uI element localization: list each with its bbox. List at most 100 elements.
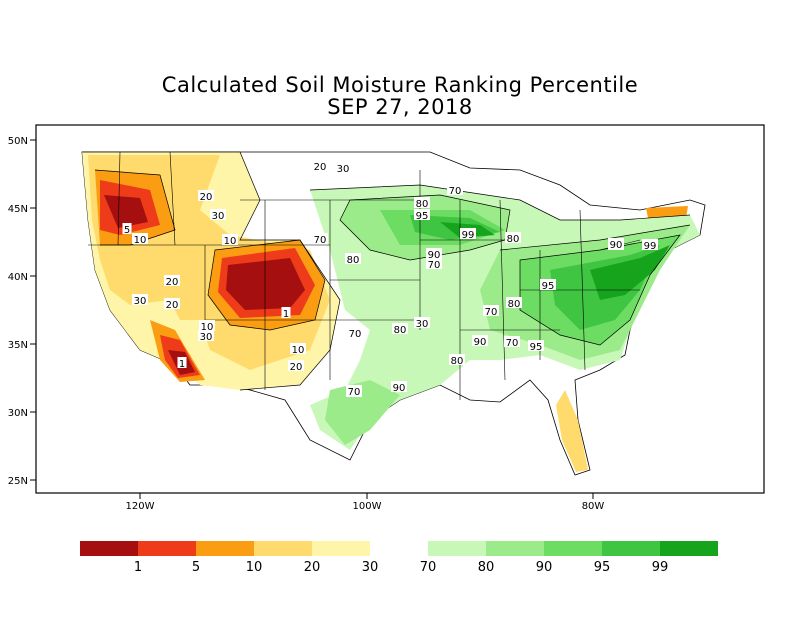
contour-lines (82, 151, 691, 391)
contour-label-bg (449, 354, 465, 365)
contour-label-bg (426, 248, 442, 259)
contour-label: 80 (394, 325, 407, 336)
contour-label-bg (504, 336, 520, 347)
contour-label: 30 (212, 211, 225, 222)
legend-label: 10 (246, 560, 263, 575)
contour-label: 90 (610, 240, 623, 251)
legend-label: 70 (420, 560, 437, 575)
contour-label-bg (414, 317, 430, 328)
map-date: SEP 27, 2018 (327, 95, 473, 119)
contour-labels: 20 30 20 30 70 80 95 99 70 80 10 70 5 10 20 90 70 30 20 10 1… (122, 160, 658, 399)
legend-swatch (312, 541, 370, 556)
contour-label: 95 (530, 342, 543, 353)
contour-label: 5 (124, 225, 130, 236)
lat-tick-label: 50N (8, 136, 28, 147)
dry-region-ne (646, 206, 688, 218)
map-area (35, 124, 765, 494)
legend-swatch (544, 541, 602, 556)
contour-label-bg (447, 184, 463, 195)
contour-label-bg (414, 209, 430, 220)
contour-label: 10 (292, 345, 305, 356)
contour-label-bg (506, 297, 522, 308)
lat-tick-labels: 50N 45N 40N 35N 30N 25N (8, 136, 28, 487)
contour-label: 20 (166, 300, 179, 311)
contour-label-bg (460, 228, 476, 239)
contour-label-bg (505, 232, 521, 243)
contour-label: 20 (314, 162, 327, 173)
contour-label-bg (312, 160, 328, 171)
contour-label: 30 (134, 296, 147, 307)
contour-label: 10 (201, 322, 214, 333)
contour-label: 70 (349, 329, 362, 340)
contour-label: 70 (348, 387, 361, 398)
contour-label: 95 (542, 281, 555, 292)
legend-label: 1 (134, 560, 142, 575)
wet-region-east-99 (590, 245, 670, 300)
contour-label: 80 (347, 255, 360, 266)
contour-label-bg (210, 209, 226, 220)
contour-label: 70 (449, 186, 462, 197)
contour-label-bg (288, 360, 304, 371)
lon-tick-label: 80W (582, 501, 605, 512)
dry-region-florida (556, 390, 588, 472)
contour-label: 80 (508, 299, 521, 310)
dry-region-west-1 (104, 195, 148, 228)
contour-label: 90 (428, 250, 441, 261)
contour-label: 90 (474, 337, 487, 348)
contour-label-bg (198, 330, 214, 341)
legend-label: 20 (304, 560, 321, 575)
contour-label-bg (391, 381, 407, 392)
contour-label: 1 (283, 309, 289, 320)
contour-label-bg (347, 327, 363, 338)
legend-swatch (602, 541, 660, 556)
contour-label-bg (345, 253, 361, 264)
contour-label: 20 (200, 192, 213, 203)
contour-label-bg (164, 275, 180, 286)
contour-label: 10 (224, 236, 237, 247)
contour-label-bg (426, 258, 442, 269)
contour-label: 80 (451, 356, 464, 367)
map-title: Calculated Soil Moisture Ranking Percent… (161, 73, 639, 97)
lat-tick-label: 40N (8, 272, 28, 283)
legend-swatch (428, 541, 486, 556)
axis-ticks (30, 139, 594, 499)
contour-label-bg (177, 357, 187, 368)
contour-label: 70 (506, 338, 519, 349)
legend-label: 95 (594, 560, 611, 575)
contour-label-bg (528, 340, 544, 351)
contour-label: 70 (314, 235, 327, 246)
contour-label-bg (346, 385, 362, 396)
lon-tick-labels: 120W 100W 80W (126, 501, 605, 512)
contour-label-bg (199, 320, 215, 331)
contour-label: 30 (416, 319, 429, 330)
contour-label: 1 (179, 359, 185, 370)
contour-label: 95 (416, 211, 429, 222)
contour-label-bg (132, 233, 148, 244)
legend-swatch (660, 541, 718, 556)
lat-tick-label: 25N (8, 476, 28, 487)
legend-swatch (196, 541, 254, 556)
contour-label: 30 (337, 164, 350, 175)
contour-label-bg (198, 190, 214, 201)
lon-tick-label: 120W (126, 501, 155, 512)
contour-label-bg (335, 162, 351, 173)
lat-tick-label: 45N (8, 204, 28, 215)
contour-label-bg (483, 305, 499, 316)
contour-label-bg (281, 307, 291, 318)
legend-swatch (138, 541, 196, 556)
contour-label: 80 (507, 234, 520, 245)
legend-label: 80 (478, 560, 495, 575)
wet-region-south-80 (325, 380, 400, 445)
contour-label-bg (132, 294, 148, 305)
map-frame (35, 124, 765, 494)
contour-label-bg (414, 197, 430, 208)
legend-swatch (80, 541, 138, 556)
contour-label-bg (312, 233, 328, 244)
contour-label: 99 (644, 241, 657, 252)
contour-label: 90 (393, 383, 406, 394)
contour-label-bg (642, 239, 658, 250)
legend-swatch (254, 541, 312, 556)
contour-label: 70 (485, 307, 498, 318)
contour-label: 20 (166, 277, 179, 288)
